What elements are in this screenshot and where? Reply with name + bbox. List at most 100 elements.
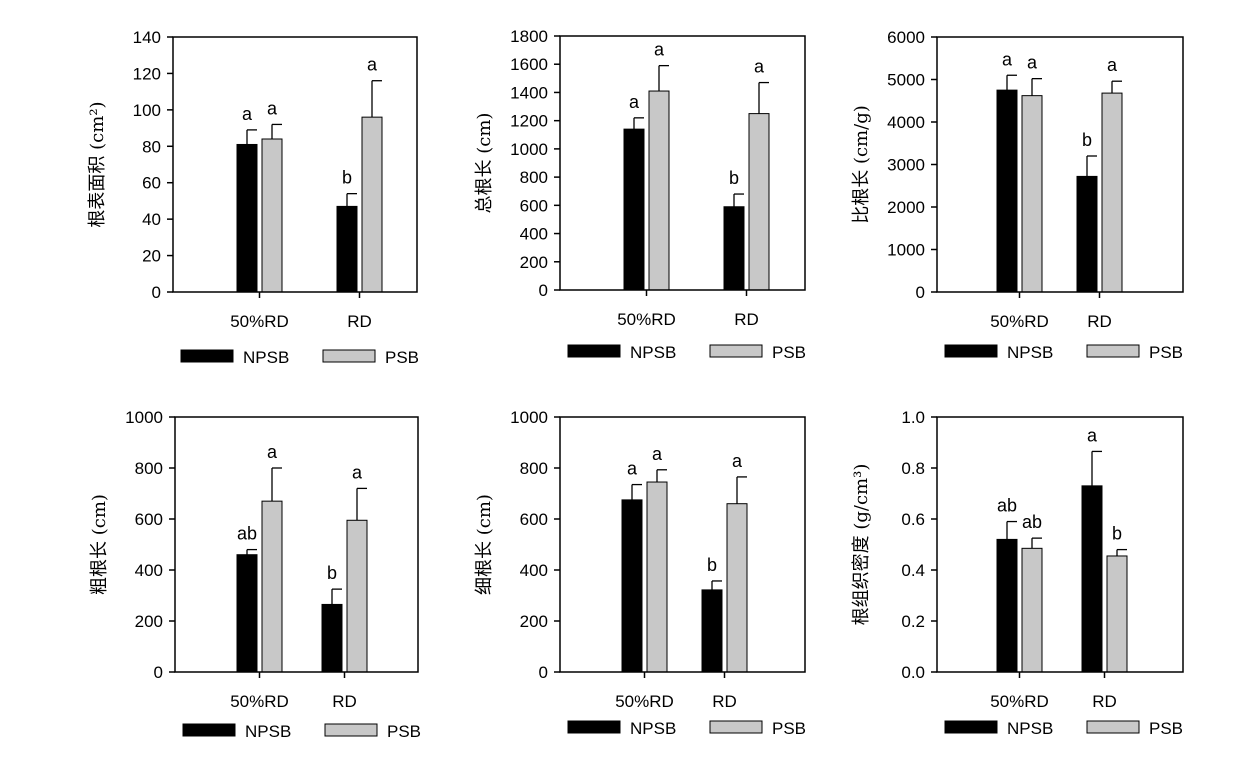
y-tick-label: 1600 — [510, 55, 548, 74]
y-tick-label: 2000 — [887, 198, 925, 217]
y-tick-label: 800 — [520, 168, 548, 187]
y-axis-label: 比根长 (cm/g) — [851, 105, 872, 224]
y-tick-label: 0 — [916, 283, 925, 302]
y-tick-label: 800 — [520, 459, 548, 478]
y-tick-label: 0.0 — [901, 663, 925, 682]
x-tick-label: 50%RD — [617, 310, 676, 329]
x-tick-label: RD — [332, 692, 357, 711]
y-tick-label: 1000 — [125, 408, 163, 427]
bar-psb — [261, 138, 283, 293]
y-tick-label: 0 — [539, 281, 548, 300]
legend-swatch-psb — [1086, 720, 1140, 734]
legend-label-npsb: NPSB — [630, 343, 676, 362]
legend-label-npsb: NPSB — [630, 719, 676, 738]
plot-frame — [936, 36, 1184, 293]
significance-letter: b — [327, 563, 337, 583]
bar-npsb — [701, 589, 723, 673]
y-tick-label: 400 — [520, 561, 548, 580]
bar-npsb — [723, 206, 745, 291]
significance-letter: a — [1027, 53, 1038, 73]
bar-npsb — [236, 554, 258, 673]
bar-psb — [1021, 95, 1043, 293]
y-tick-label: 4000 — [887, 113, 925, 132]
y-tick-label: 40 — [142, 210, 161, 229]
bar-npsb — [1076, 175, 1098, 293]
y-tick-label: 1800 — [510, 27, 548, 46]
y-tick-label: 1200 — [510, 112, 548, 131]
y-tick-label: 6000 — [887, 28, 925, 47]
y-axis-label: 根组织密度 (g/cm³) — [851, 464, 872, 626]
bar-npsb — [623, 128, 645, 291]
significance-letter: a — [1002, 49, 1013, 69]
significance-letter: b — [1082, 130, 1092, 150]
legend-swatch-psb — [1086, 344, 1140, 358]
y-tick-label: 600 — [135, 510, 163, 529]
bar-npsb — [996, 89, 1018, 293]
y-axis-label: 粗根长 (cm) — [89, 494, 110, 595]
y-tick-label: 800 — [135, 459, 163, 478]
significance-letter: a — [652, 444, 663, 464]
y-tick-label: 200 — [520, 612, 548, 631]
legend-swatch-npsb — [567, 344, 621, 358]
y-tick-label: 200 — [135, 612, 163, 631]
x-tick-label: 50%RD — [990, 692, 1049, 711]
bar-npsb — [236, 143, 258, 293]
x-tick-label: RD — [1092, 692, 1117, 711]
legend-swatch-psb — [324, 723, 378, 737]
legend-label-psb: PSB — [772, 343, 806, 362]
significance-letter: ab — [237, 524, 257, 544]
bar-npsb — [1081, 485, 1103, 673]
legend-label-npsb: NPSB — [1007, 719, 1053, 738]
significance-letter: ab — [997, 496, 1017, 516]
legend-swatch-npsb — [944, 344, 998, 358]
legend-label-psb: PSB — [385, 348, 419, 367]
bar-npsb — [336, 205, 358, 293]
x-tick-label: RD — [734, 310, 759, 329]
bar-psb — [726, 503, 748, 673]
legend-swatch-psb — [322, 349, 376, 363]
significance-letter: a — [732, 451, 743, 471]
significance-letter: b — [729, 168, 739, 188]
y-tick-label: 0 — [154, 663, 163, 682]
bar-psb — [646, 481, 668, 673]
plot-frame — [174, 416, 419, 673]
x-tick-label: RD — [712, 692, 737, 711]
bar-psb — [1106, 555, 1128, 673]
significance-letter: b — [1112, 524, 1122, 544]
bar-psb — [261, 500, 283, 673]
bar-psb — [361, 116, 383, 293]
legend-swatch-psb — [709, 344, 763, 358]
bar-npsb — [321, 603, 343, 673]
legend-swatch-npsb — [944, 720, 998, 734]
y-tick-label: 1000 — [510, 408, 548, 427]
legend-label-npsb: NPSB — [1007, 343, 1053, 362]
y-tick-label: 1000 — [887, 241, 925, 260]
significance-letter: a — [1107, 55, 1118, 75]
significance-letter: b — [707, 555, 717, 575]
significance-letter: a — [367, 55, 378, 75]
y-tick-label: 0.8 — [901, 459, 925, 478]
significance-letter: a — [654, 40, 665, 60]
bar-npsb — [996, 538, 1018, 673]
plot-frame — [172, 36, 418, 293]
legend-label-npsb: NPSB — [243, 348, 289, 367]
significance-letter: ab — [1022, 512, 1042, 532]
y-tick-label: 1400 — [510, 83, 548, 102]
y-tick-label: 0.2 — [901, 612, 925, 631]
bar-psb — [1101, 92, 1123, 293]
significance-letter: a — [627, 459, 638, 479]
legend-label-psb: PSB — [1149, 343, 1183, 362]
significance-letter: a — [629, 92, 640, 112]
legend-swatch-npsb — [182, 723, 236, 737]
bar-psb — [748, 113, 770, 291]
legend-label-psb: PSB — [772, 719, 806, 738]
bar-psb — [648, 90, 670, 291]
plot-frame — [559, 416, 806, 673]
y-tick-label: 100 — [133, 101, 161, 120]
significance-letter: a — [242, 104, 253, 124]
bar-psb — [1021, 547, 1043, 673]
plot-frame — [936, 416, 1184, 673]
y-tick-label: 1000 — [510, 140, 548, 159]
significance-letter: a — [352, 462, 363, 482]
